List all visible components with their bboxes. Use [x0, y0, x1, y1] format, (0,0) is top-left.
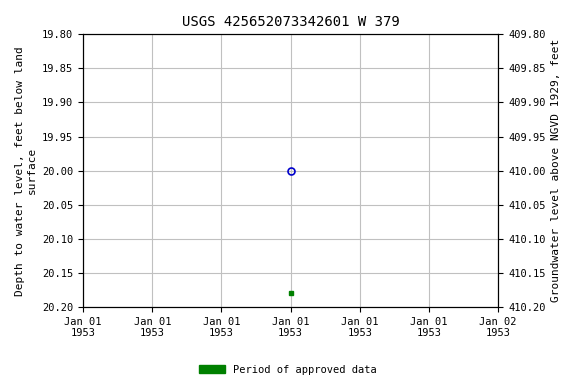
Title: USGS 425652073342601 W 379: USGS 425652073342601 W 379	[182, 15, 400, 29]
Y-axis label: Groundwater level above NGVD 1929, feet: Groundwater level above NGVD 1929, feet	[551, 39, 561, 302]
Y-axis label: Depth to water level, feet below land
surface: Depth to water level, feet below land su…	[15, 46, 37, 296]
Legend: Period of approved data: Period of approved data	[195, 361, 381, 379]
